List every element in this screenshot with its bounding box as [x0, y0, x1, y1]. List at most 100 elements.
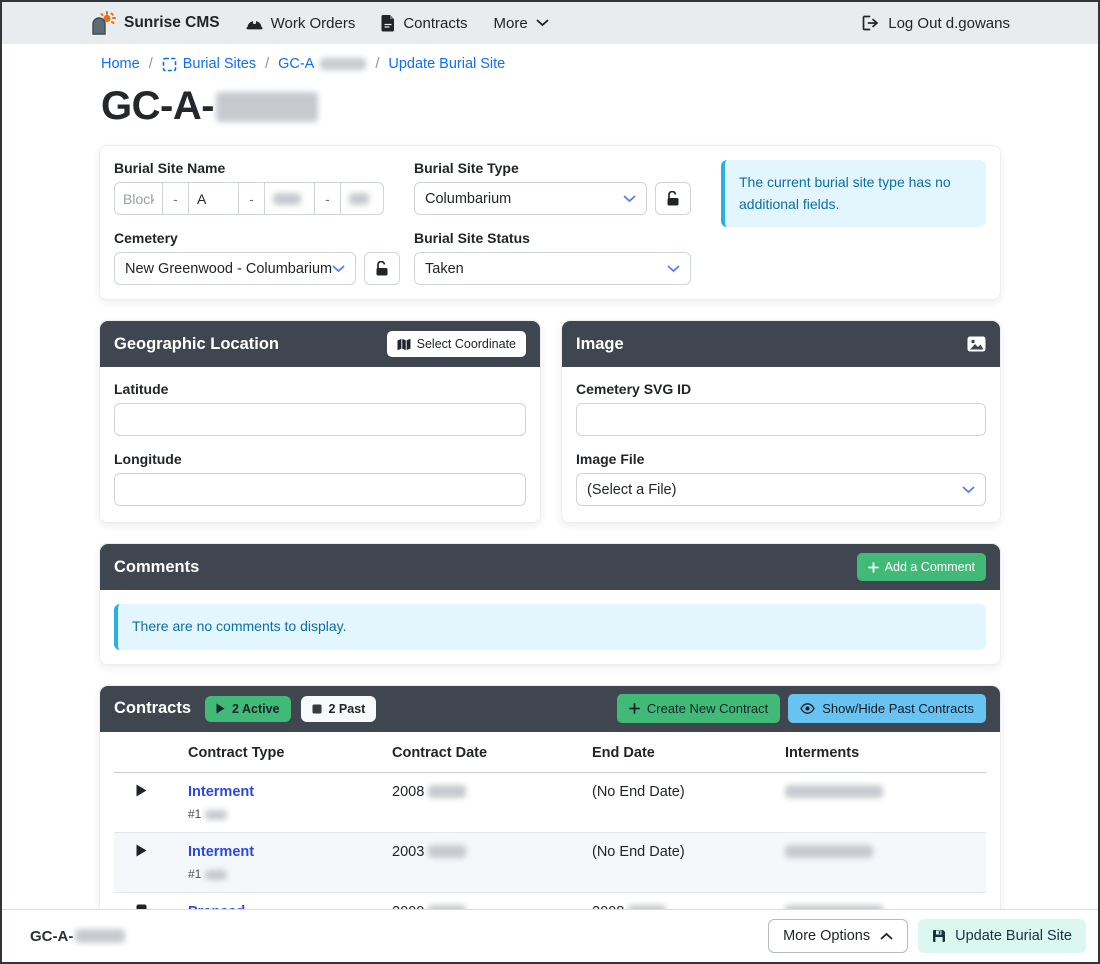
- chevron-down-icon: [962, 486, 975, 493]
- plus-icon: [628, 703, 640, 715]
- breadcrumb-burial-sites[interactable]: Burial Sites: [162, 56, 256, 72]
- cemetery-lock-button[interactable]: [364, 252, 401, 285]
- image-icon: [967, 336, 986, 352]
- redacted-interment: [785, 785, 883, 799]
- toggle-past-contracts-label: Show/Hide Past Contracts: [822, 701, 974, 717]
- breadcrumb-site[interactable]: GC-A: [278, 56, 367, 72]
- create-new-contract-button[interactable]: Create New Contract: [616, 694, 781, 724]
- contract-link[interactable]: Interment: [188, 783, 255, 800]
- block-input[interactable]: [123, 190, 154, 207]
- burial-site-type-lock-button[interactable]: [655, 182, 691, 215]
- contract-type-cell: Interment #1: [180, 832, 384, 893]
- breadcrumb-separator: /: [148, 56, 153, 72]
- burial-site-type-value: Columbarium: [425, 190, 512, 207]
- breadcrumb: Home / Burial Sites / GC-A / Update Buri…: [101, 56, 999, 72]
- plus-icon: [867, 561, 879, 573]
- breadcrumb-site-label: GC-A: [278, 56, 315, 72]
- save-icon: [933, 930, 946, 942]
- more-options-button[interactable]: More Options: [768, 919, 909, 953]
- action-footer: GC-A- More Options Update Burial Site: [2, 909, 1098, 962]
- breadcrumb-separator: /: [375, 56, 380, 72]
- longitude-label: Longitude: [114, 451, 182, 467]
- burial-site-type-label: Burial Site Type: [414, 160, 519, 176]
- comments-card: Comments Add a Comment There are no comm…: [99, 543, 1001, 665]
- nav-contracts[interactable]: Contracts: [381, 14, 468, 32]
- logout-label: Log Out d.gowans: [888, 14, 1010, 32]
- contract-date-cell: 2003: [384, 832, 584, 893]
- burial-site-type-select[interactable]: Columbarium: [414, 182, 647, 215]
- row-segment[interactable]: [265, 183, 315, 214]
- contract-date-header: Contract Date: [384, 731, 584, 773]
- cemetery-select[interactable]: New Greenwood - Columbarium: [114, 252, 357, 285]
- block-segment[interactable]: [115, 183, 163, 214]
- longitude-input[interactable]: [114, 473, 526, 506]
- row-status-cell: [114, 832, 180, 893]
- select-coordinate-button[interactable]: Select Coordinate: [386, 331, 526, 357]
- redacted-contract-number: [204, 809, 227, 820]
- nav-more[interactable]: More: [494, 15, 549, 32]
- breadcrumb-home[interactable]: Home: [101, 56, 140, 72]
- burial-site-form-card: Burial Site Name - - -: [99, 145, 1001, 300]
- contract-date-cell: 2008: [384, 772, 584, 833]
- section-input[interactable]: [197, 190, 230, 207]
- redacted-segment: [349, 192, 369, 205]
- chevron-down-icon: [332, 265, 345, 272]
- burial-sites-icon: [162, 57, 177, 72]
- nav-contracts-label: Contracts: [403, 14, 468, 32]
- update-burial-site-button[interactable]: Update Burial Site: [918, 919, 1086, 953]
- interments-header: Interments: [777, 731, 986, 773]
- logout-button[interactable]: Log Out d.gowans: [862, 15, 1010, 32]
- contract-type-cell: Interment #1: [180, 772, 384, 833]
- image-file-label: Image File: [576, 451, 645, 467]
- breadcrumb-separator: /: [265, 56, 270, 72]
- chevron-up-icon: [880, 932, 893, 940]
- type-info-alert: The current burial site type has no addi…: [721, 160, 986, 228]
- breadcrumb-current[interactable]: Update Burial Site: [388, 56, 506, 72]
- nav-more-label: More: [493, 14, 528, 32]
- contracts-header-row: Contract Type Contract Date End Date Int…: [114, 731, 986, 773]
- image-card: Image Cemetery SVG ID: [561, 320, 1001, 523]
- plot-segment[interactable]: [341, 183, 383, 214]
- contracts-card-title: Contracts: [114, 699, 192, 718]
- image-file-select[interactable]: (Select a File): [576, 473, 986, 506]
- active-badge-label: 2 Active: [232, 701, 280, 716]
- caret-column-header: [114, 731, 180, 773]
- select-coordinate-label: Select Coordinate: [416, 337, 516, 351]
- update-burial-site-label: Update Burial Site: [955, 928, 1072, 944]
- brand[interactable]: Sunrise CMS: [90, 11, 220, 35]
- burial-site-status-select[interactable]: Taken: [414, 252, 691, 285]
- toggle-past-contracts-button[interactable]: Show/Hide Past Contracts: [788, 694, 986, 724]
- redacted-title-id: [216, 91, 319, 122]
- nav-work-orders[interactable]: Work Orders: [246, 15, 355, 32]
- chevron-down-icon: [667, 265, 680, 272]
- page-title: GC-A-: [101, 84, 999, 129]
- active-contracts-badge[interactable]: 2 Active: [205, 695, 291, 722]
- redacted-segment: [273, 192, 301, 205]
- row-status-cell: [114, 772, 180, 833]
- contract-row: Interment #1 2003 (No End Date): [114, 832, 986, 893]
- unlock-icon: [667, 191, 679, 206]
- interments-cell: [777, 772, 986, 833]
- contract-link[interactable]: Interment: [188, 843, 255, 860]
- stop-icon: [312, 704, 321, 714]
- chevron-down-icon: [536, 19, 549, 27]
- no-comments-alert: There are no comments to display.: [114, 604, 986, 650]
- redacted-interment: [785, 845, 873, 859]
- cemetery-svg-id-label: Cemetery SVG ID: [576, 381, 692, 397]
- latitude-input[interactable]: [114, 403, 526, 436]
- end-date-cell: (No End Date): [584, 772, 777, 833]
- name-separator: -: [163, 183, 189, 214]
- name-separator: -: [239, 183, 265, 214]
- cemetery-svg-id-input[interactable]: [576, 403, 986, 436]
- add-comment-label: Add a Comment: [884, 560, 975, 574]
- add-comment-button[interactable]: Add a Comment: [856, 553, 986, 581]
- burial-site-status-value: Taken: [425, 260, 464, 277]
- past-badge-label: 2 Past: [328, 701, 366, 716]
- redacted-site-id: [320, 58, 367, 70]
- interments-cell: [777, 832, 986, 893]
- past-contracts-badge[interactable]: 2 Past: [300, 695, 377, 722]
- breadcrumb-burial-sites-label: Burial Sites: [182, 56, 257, 72]
- page-title-text: GC-A-: [101, 84, 215, 128]
- end-date-header: End Date: [584, 731, 777, 773]
- section-segment[interactable]: [189, 183, 239, 214]
